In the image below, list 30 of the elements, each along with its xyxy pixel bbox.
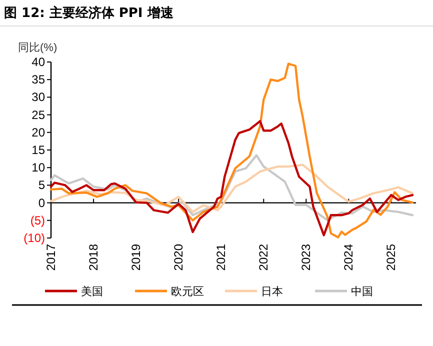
x-tick-label: 2025 [384, 244, 398, 271]
y-tick-label: 0 [38, 196, 46, 210]
x-tick-label: 2023 [299, 244, 314, 271]
x-tick-label: 2024 [342, 244, 356, 271]
x-tick-label: 2019 [129, 244, 144, 271]
y-axis-title: 同比(%) [18, 41, 58, 54]
y-tick-label: 40 [32, 55, 46, 69]
legend-label: 欧元区 [171, 286, 204, 298]
y-tick-label: 25 [32, 108, 46, 122]
line-series [50, 164, 414, 214]
legend-label: 中国 [351, 285, 373, 298]
y-tick-label: (5) [30, 213, 45, 228]
y-tick-label: 20 [32, 125, 46, 140]
legend-label: 日本 [261, 285, 283, 298]
y-tick-label: 15 [32, 143, 46, 157]
x-tick-label: 2021 [214, 244, 228, 271]
y-tick-label: 30 [32, 90, 46, 104]
x-tick-label: 2020 [172, 244, 186, 271]
line-series [50, 154, 414, 222]
chart-title: 图 12: 主要经济体 PPI 增速 [4, 5, 174, 21]
y-tick-label: (10) [24, 231, 45, 245]
line-series [50, 62, 414, 238]
x-tick-label: 2018 [86, 244, 101, 271]
line-series [50, 120, 414, 236]
x-tick-label: 2017 [44, 244, 58, 271]
y-tick-label: 5 [38, 178, 46, 192]
legend-label: 美国 [81, 285, 103, 298]
y-tick-label: 10 [32, 160, 46, 175]
y-tick-label: 35 [32, 72, 46, 87]
x-tick-label: 2022 [256, 244, 271, 271]
